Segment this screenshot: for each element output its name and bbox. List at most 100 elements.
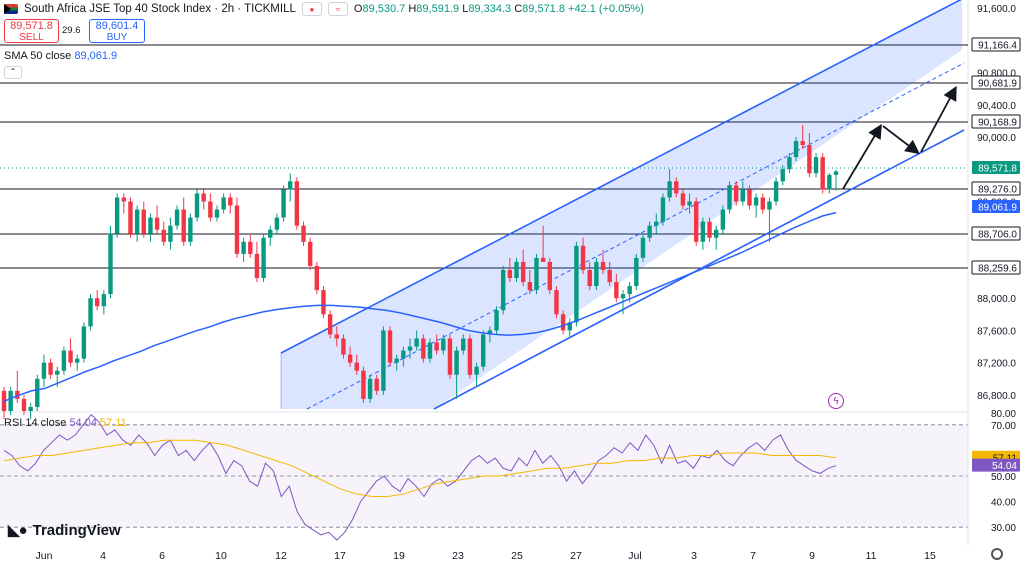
candle-body (8, 390, 13, 411)
candle-body (467, 338, 473, 375)
sma-line (3, 211, 837, 402)
candle-body (674, 181, 679, 194)
candle-body (614, 282, 619, 299)
candle-body (148, 217, 153, 234)
candle-body (800, 141, 805, 146)
candle-body (487, 330, 493, 335)
arrow-down (882, 125, 920, 155)
rsi-top-tick-label: 80.00 (991, 409, 1016, 420)
symbol-title[interactable]: South Africa JSE Top 40 Stock Index · 2h… (24, 3, 296, 15)
candle-body (201, 193, 206, 202)
candle-body (248, 241, 253, 254)
candle-body (35, 378, 40, 407)
level-tag: 89,276.0 (978, 185, 1017, 196)
candle-body (454, 350, 459, 375)
time-tick-label: 27 (570, 550, 582, 562)
level-tag: 91,166.4 (978, 41, 1017, 52)
lightning-icon[interactable]: ϟ (828, 393, 844, 409)
rsi-tick-label: 50.00 (991, 472, 1016, 483)
level-tag-bg (971, 181, 1021, 196)
candle-body (281, 189, 286, 218)
time-tick-label: Jul (628, 550, 641, 562)
candle-body (514, 261, 519, 279)
rsi-tag-bg (972, 458, 1020, 472)
candle-body (560, 314, 566, 331)
candle-body (501, 269, 506, 311)
candle-body (347, 354, 353, 363)
candle-body (574, 245, 579, 323)
candle-body (354, 362, 359, 371)
candle-body (427, 342, 433, 359)
channel-upper (280, 0, 962, 354)
time-tick-label: 25 (511, 550, 523, 562)
candle-body (827, 174, 832, 190)
candle-body (334, 334, 339, 339)
candle-body (727, 185, 732, 210)
candle-body (767, 201, 772, 210)
time-tick-label: 15 (924, 550, 936, 562)
candle-body (381, 330, 386, 391)
channel-median (306, 62, 965, 410)
time-tick-label: 7 (750, 550, 756, 562)
candle-body (228, 197, 233, 206)
sma-legend[interactable]: SMA 50 close 89,061.9 (4, 50, 118, 62)
candle-body (700, 221, 706, 242)
candle-body (594, 261, 599, 287)
candle-body (607, 269, 612, 283)
candle-body (733, 185, 739, 202)
candle-body (494, 310, 499, 331)
rsi-line (3, 413, 837, 541)
candle-body (540, 257, 546, 262)
candle-body (554, 290, 559, 315)
candle-body (121, 197, 127, 202)
time-tick-label: Jun (36, 550, 53, 562)
candle-body (48, 362, 53, 375)
candle-body (174, 209, 180, 226)
collapse-legend-icon[interactable]: ⌃ (4, 66, 22, 79)
candle-body (720, 209, 726, 230)
candle-body (194, 193, 200, 218)
candle-body (747, 189, 752, 206)
candle-body (813, 157, 819, 174)
candle-body (61, 350, 67, 371)
candle-body (41, 362, 47, 379)
level-tag: 88,259.6 (978, 264, 1017, 275)
candle-body (294, 181, 300, 226)
candle-body (28, 406, 33, 411)
market-status-icon[interactable]: ● (301, 2, 322, 16)
sell-button[interactable]: 89,571.8 SELL (4, 19, 59, 43)
buy-button[interactable]: 89,601.4 BUY (89, 19, 145, 43)
candle-body (620, 294, 626, 299)
sma-price-tag: 89,061.9 (978, 203, 1017, 214)
candle-body (134, 209, 140, 234)
candle-body (161, 229, 166, 242)
level-tag-bg (971, 114, 1021, 129)
candle-body (108, 233, 113, 295)
gear-icon[interactable] (991, 548, 1003, 560)
candle-body (394, 358, 399, 363)
candle-body (647, 225, 652, 238)
candle-body (321, 290, 326, 315)
candle-body (807, 145, 812, 174)
candle-body (780, 169, 785, 182)
sma-price-tag-bg (972, 200, 1020, 213)
candle-body (600, 261, 606, 270)
ohlc-readout: O89,530.7 H89,591.9 L89,334.3 C89,571.8 … (353, 3, 644, 15)
channel-fill (281, 0, 962, 409)
candle-body (773, 181, 779, 202)
candle-body (168, 225, 173, 242)
candle-body (301, 225, 306, 242)
candle-body (481, 334, 486, 367)
last-price-tag: 89,571.8 (978, 164, 1017, 175)
candle-body (740, 189, 746, 202)
candle-body (15, 390, 20, 399)
candle-body (667, 181, 672, 198)
tradingview-mark-icon: ◣● (8, 522, 28, 539)
level-tag-bg (971, 226, 1021, 241)
rsi-legend[interactable]: RSI 14 close 54.04 57.11 (4, 417, 127, 429)
candle-body (580, 245, 586, 270)
candle-body (221, 197, 226, 210)
compare-icon[interactable]: ≈ (327, 2, 348, 16)
time-tick-label: 19 (393, 550, 405, 562)
